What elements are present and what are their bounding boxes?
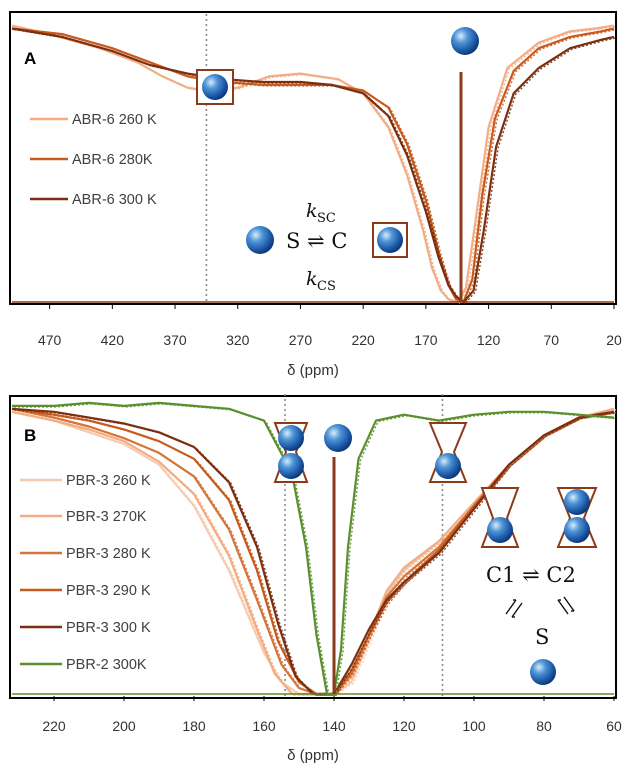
panel-b-x-axis-label: δ (ppm): [287, 747, 339, 764]
legend-label-pbr3-270: PBR-3 270K: [66, 509, 147, 525]
legend-label-pbr2-300: PBR-2 300K: [66, 657, 147, 673]
series-line-0: [11, 24, 615, 304]
scheme-c1-cage-icon: [480, 487, 520, 548]
panel-b-free-sphere-icon: [324, 424, 352, 452]
equilibrium-arrows-c1-s-icon: [505, 599, 523, 618]
x-tick-label: 220: [351, 332, 375, 348]
x-tick-label: 120: [392, 718, 416, 734]
scheme-free-sphere-icon: [530, 659, 556, 685]
free-site-sphere-icon: [451, 27, 479, 55]
x-tick-label: 200: [112, 718, 136, 734]
panel-a-x-ticks: 470 420 370 320 270 220 170 120 70 20: [38, 304, 622, 348]
x-tick-label: 470: [38, 332, 62, 348]
equilibrium-arrows-c2-s-icon: [557, 596, 575, 615]
x-tick-label: 180: [182, 718, 206, 734]
legend-label-pbr3-290: PBR-3 290 K: [66, 583, 151, 599]
panel-a: 470 420 370 320 270 220 170 120 70 20 A δ (ppm) A…: [9, 11, 622, 379]
panel-a-exchange-scheme: k SC S ⇌ C k CS: [246, 200, 408, 294]
rate-constant-k-sc: k: [306, 200, 318, 222]
legend-label-abr6-280: ABR-6 280K: [72, 152, 153, 168]
x-tick-label: 120: [477, 332, 501, 348]
scheme-free-sphere-icon: [246, 226, 274, 254]
series-line-2: [11, 27, 615, 304]
scheme-c2-cage-icon: [556, 487, 598, 548]
panel-b-label: B: [24, 426, 36, 445]
x-tick-label: 220: [42, 718, 66, 734]
x-tick-label: 170: [414, 332, 438, 348]
panel-b-exchange-scheme: C1 ⇌ C2 S: [480, 487, 598, 685]
single-occupied-cage-icon: [428, 422, 468, 483]
scheme-boxed-sphere-icon: [377, 227, 403, 253]
panel-a-legend: ABR-6 260 K ABR-6 280K ABR-6 300 K: [30, 112, 157, 208]
x-tick-label: 270: [289, 332, 313, 348]
panel-b: 220 200 180 160 140 120 100 80 60 B δ (ppm) PBR-…: [9, 394, 622, 764]
x-tick-label: 140: [322, 718, 346, 734]
x-tick-label: 20: [606, 332, 622, 348]
x-tick-label: 70: [544, 332, 560, 348]
panel-b-x-ticks: 220 200 180 160 140 120 100 80 60: [42, 696, 622, 734]
x-tick-label: 160: [252, 718, 276, 734]
legend-label-pbr3-260: PBR-3 260 K: [66, 473, 151, 489]
panel-b-series: [11, 401, 617, 696]
rate-constant-k-sc-subscript: SC: [317, 211, 336, 226]
x-tick-label: 370: [163, 332, 187, 348]
series-fit-line-1: [13, 28, 617, 304]
scheme-free-state-s: S: [535, 625, 549, 649]
legend-label-abr6-300: ABR-6 300 K: [72, 192, 157, 208]
legend-label-pbr3-280: PBR-3 280 K: [66, 546, 151, 562]
panel-a-x-axis-label: δ (ppm): [287, 362, 339, 379]
x-tick-label: 80: [536, 718, 552, 734]
series-line-1: [11, 27, 615, 304]
panel-a-label: A: [24, 49, 36, 68]
x-tick-label: 420: [101, 332, 125, 348]
panel-a-series: [11, 24, 617, 304]
scheme-equilibrium-s-c: S ⇌ C: [286, 229, 347, 253]
scheme-equilibrium-c1-c2: C1 ⇌ C2: [486, 563, 576, 587]
x-tick-label: 320: [226, 332, 250, 348]
panel-a-frame: [9, 11, 617, 305]
rate-constant-k-cs: k: [306, 268, 318, 290]
panel-b-frame: [9, 395, 617, 699]
double-occupied-cage-icon: [273, 422, 309, 483]
legend-label-abr6-260: ABR-6 260 K: [72, 112, 157, 128]
boxed-site-sphere-icon: [202, 74, 228, 100]
rate-constant-k-cs-subscript: CS: [317, 279, 336, 294]
legend-label-pbr3-300: PBR-3 300 K: [66, 620, 151, 636]
x-tick-label: 100: [462, 718, 486, 734]
panel-b-legend: PBR-3 260 K PBR-3 270K PBR-3 280 K PBR-3…: [20, 473, 151, 673]
x-tick-label: 60: [606, 718, 622, 734]
